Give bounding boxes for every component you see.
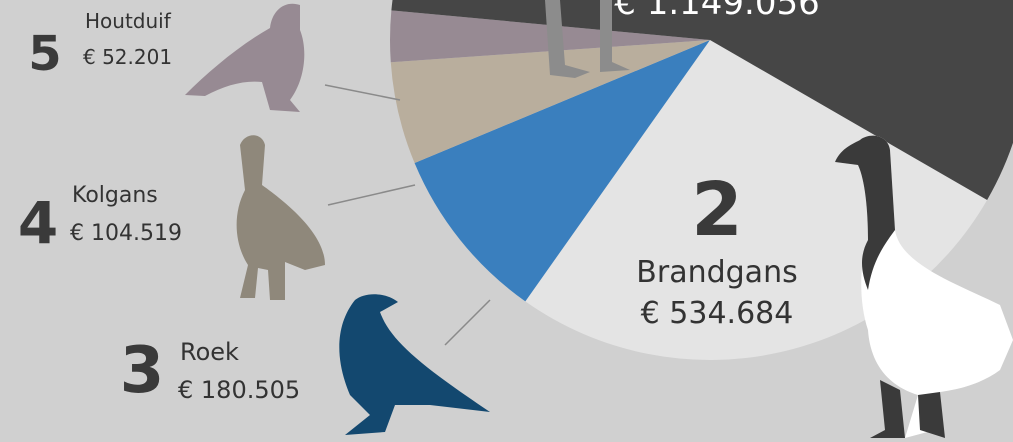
value-label: € 1.149.056 (614, 0, 819, 23)
value-label: € 180.505 (178, 376, 300, 404)
rank-label: 5 (28, 26, 61, 82)
category-label: Houtduif (85, 9, 172, 33)
category-label: Kolgans (72, 183, 158, 208)
leader-line (327, 184, 416, 206)
value-label: € 534.684 (641, 296, 794, 331)
value-label: € 52.201 (83, 45, 172, 69)
rank-label: 3 (120, 334, 165, 408)
value-label: € 104.519 (70, 221, 182, 246)
bird-top (545, 0, 630, 78)
leader-lines (324, 84, 491, 346)
leader-line (324, 84, 401, 101)
rank-label: 2 (691, 167, 743, 253)
bird-houtduif (185, 3, 305, 113)
pie-slice (391, 0, 1013, 200)
leader-line (444, 299, 491, 346)
category-label: Brandgans (636, 255, 797, 290)
bird-kolgans (236, 135, 325, 300)
category-label: Roek (180, 338, 239, 366)
pie-slice (414, 40, 710, 302)
bird-roek (339, 294, 490, 435)
rank-label: 4 (18, 189, 58, 257)
pie-slice (390, 40, 710, 163)
bird-brandgans (835, 135, 1013, 438)
